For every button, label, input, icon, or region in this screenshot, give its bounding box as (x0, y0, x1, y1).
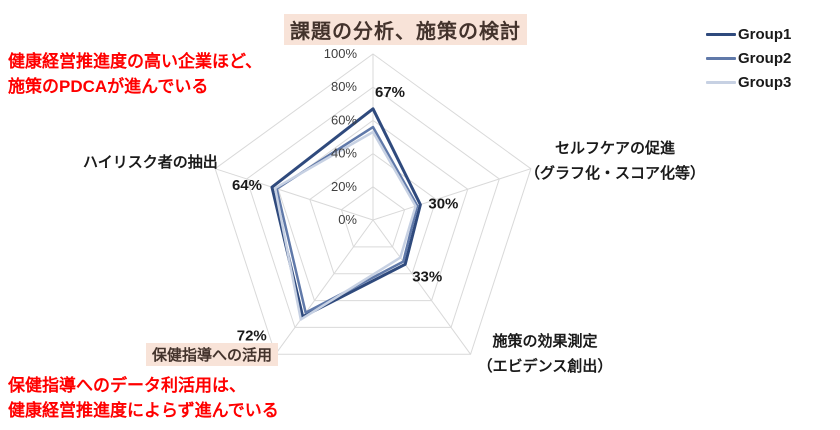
annotation-top-line2: 施策のPDCAが進んでいる (8, 76, 209, 96)
legend-label-group1: Group1 (738, 26, 792, 43)
legend-item-group2: Group2 (706, 50, 791, 67)
legend-line-group3 (706, 81, 736, 84)
tick-label: 20% (331, 179, 357, 194)
legend-item-group3: Group3 (706, 74, 791, 91)
radar-spoke (372, 219, 471, 355)
annotation-bottom-line2: 健康経営推進度によらず進んでいる (8, 400, 279, 420)
radar-spoke (372, 168, 532, 221)
annotation-top-left: 健康経営推進度の高い企業ほど、 施策のPDCAが進んでいる (8, 50, 262, 99)
tick-label: 100% (324, 46, 358, 61)
legend: Group1 Group2 Group3 (706, 26, 791, 91)
axis-label-effect-line2: （エビデンス創出） (477, 358, 613, 375)
data-label: 67% (375, 84, 405, 101)
radar-ring (246, 86, 500, 328)
radar-spoke (214, 168, 374, 221)
radar-spoke (275, 219, 374, 355)
legend-line-group2 (706, 57, 736, 60)
data-label: 64% (232, 177, 262, 194)
axis-label-high-risk: ハイリスク者の抽出 (83, 154, 218, 171)
radar-ring (214, 53, 532, 355)
tick-label: 60% (331, 112, 357, 127)
axis-label-health-guidance: 保健指導への活用 (146, 343, 279, 366)
axis-label-selfcare: セルフケアの促進 （グラフ化・スコア化等） (525, 136, 705, 186)
annotation-bottom-left: 保健指導へのデータ利活用は、 健康経営推進度によらず進んでいる (8, 374, 279, 423)
annotation-bottom-line1: 保健指導へのデータ利活用は、 (8, 376, 246, 395)
radar-ring (340, 186, 406, 248)
data-label: 30% (428, 196, 458, 213)
tick-label: 40% (331, 146, 357, 161)
tick-label: 80% (331, 79, 357, 94)
axis-label-issue-analysis: 課題の分析、施策の検討 (284, 14, 527, 45)
data-label: 72% (237, 328, 267, 345)
axis-label-effect-line1: 施策の効果測定 (492, 333, 598, 350)
legend-label-group3: Group3 (738, 74, 792, 91)
data-label: 33% (412, 268, 442, 285)
axis-label-selfcare-line2: （グラフ化・スコア化等） (525, 165, 706, 182)
series-line-group3 (273, 130, 417, 321)
axis-label-selfcare-line1: セルフケアの促進 (554, 140, 675, 157)
annotation-top-line1: 健康経営推進度の高い企業ほど、 (8, 52, 263, 71)
legend-line-group1 (706, 33, 736, 36)
tick-label: 0% (338, 212, 357, 227)
axis-label-effect-measurement: 施策の効果測定 （エビデンス創出） (468, 329, 622, 379)
legend-item-group1: Group1 (706, 26, 791, 43)
legend-label-group2: Group2 (738, 50, 792, 67)
series-line-group1 (270, 107, 422, 319)
